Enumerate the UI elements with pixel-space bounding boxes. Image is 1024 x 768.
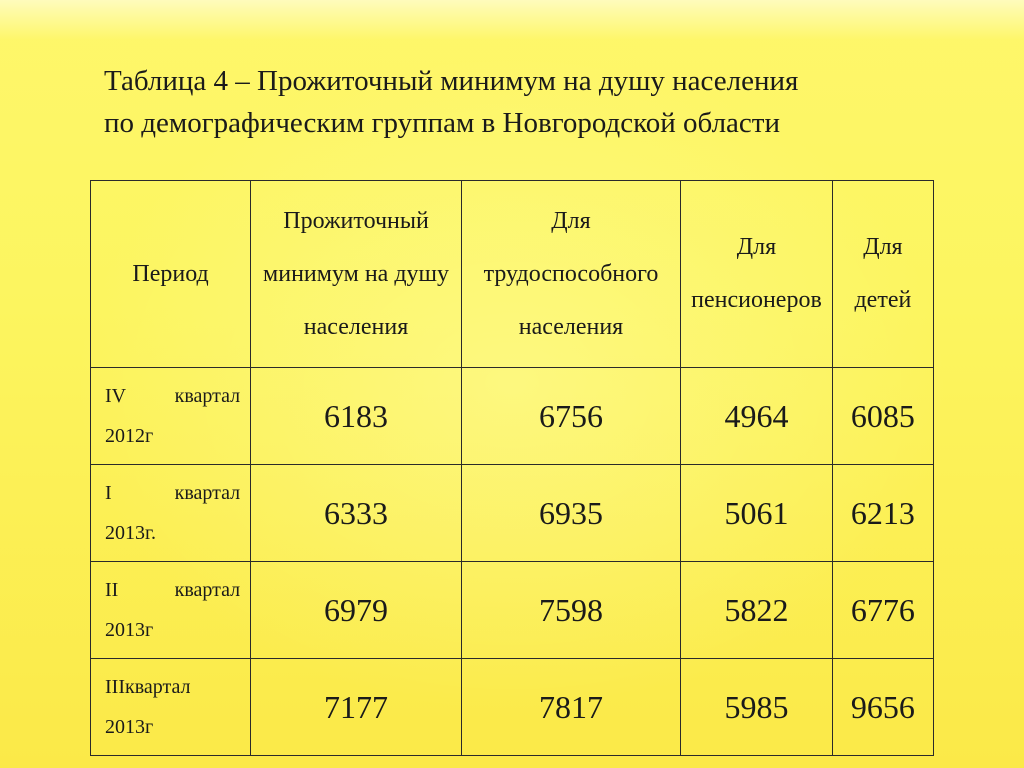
period-year: 2013г. xyxy=(105,513,240,553)
cell-value: 6333 xyxy=(251,465,462,562)
cell-period: IIIквартал 2013г xyxy=(91,659,251,756)
table-row: IV квартал 2012г 6183 6756 4964 6085 xyxy=(91,368,934,465)
col-children: Для детей xyxy=(832,181,933,368)
period-word: квартал xyxy=(175,570,241,610)
period-q: II xyxy=(105,570,118,610)
period-year: 2013г xyxy=(105,610,240,650)
period-word: квартал xyxy=(175,376,241,416)
cell-value: 6213 xyxy=(832,465,933,562)
cell-value: 6756 xyxy=(461,368,680,465)
col-per-capita: Прожиточный минимум на душу населения xyxy=(251,181,462,368)
table-row: IIIквартал 2013г 7177 7817 5985 9656 xyxy=(91,659,934,756)
cell-value: 5061 xyxy=(681,465,833,562)
col-pensioners: Для пенсионеров xyxy=(681,181,833,368)
slide-content: Таблица 4 – Прожиточный минимум на душу … xyxy=(0,0,1024,756)
cell-value: 7177 xyxy=(251,659,462,756)
cell-value: 7598 xyxy=(461,562,680,659)
table-row: II квартал 2013г 6979 7598 5822 6776 xyxy=(91,562,934,659)
cell-period: II квартал 2013г xyxy=(91,562,251,659)
table-row: I квартал 2013г. 6333 6935 5061 6213 xyxy=(91,465,934,562)
cell-value: 6183 xyxy=(251,368,462,465)
col-period: Период xyxy=(91,181,251,368)
period-q: IV xyxy=(105,376,126,416)
slide-title: Таблица 4 – Прожиточный минимум на душу … xyxy=(90,60,934,144)
table-header-row: Период Прожиточный минимум на душу насел… xyxy=(91,181,934,368)
cell-value: 5822 xyxy=(681,562,833,659)
period-year: 2012г xyxy=(105,416,240,456)
period-year: 2013г xyxy=(105,707,240,747)
title-line-1: Таблица 4 – Прожиточный минимум на душу … xyxy=(104,65,798,97)
period-q: I xyxy=(105,473,112,513)
cell-value: 6085 xyxy=(832,368,933,465)
period-q: IIIквартал xyxy=(105,667,191,707)
cell-value: 6776 xyxy=(832,562,933,659)
cell-value: 9656 xyxy=(832,659,933,756)
cell-value: 6935 xyxy=(461,465,680,562)
col-working: Для трудоспособного населения xyxy=(461,181,680,368)
cell-value: 7817 xyxy=(461,659,680,756)
cell-period: I квартал 2013г. xyxy=(91,465,251,562)
period-word: квартал xyxy=(175,473,241,513)
cell-period: IV квартал 2012г xyxy=(91,368,251,465)
title-line-2: по демографическим группам в Новгородско… xyxy=(104,107,780,139)
cell-value: 5985 xyxy=(681,659,833,756)
cell-value: 6979 xyxy=(251,562,462,659)
data-table: Период Прожиточный минимум на душу насел… xyxy=(90,180,934,756)
cell-value: 4964 xyxy=(681,368,833,465)
